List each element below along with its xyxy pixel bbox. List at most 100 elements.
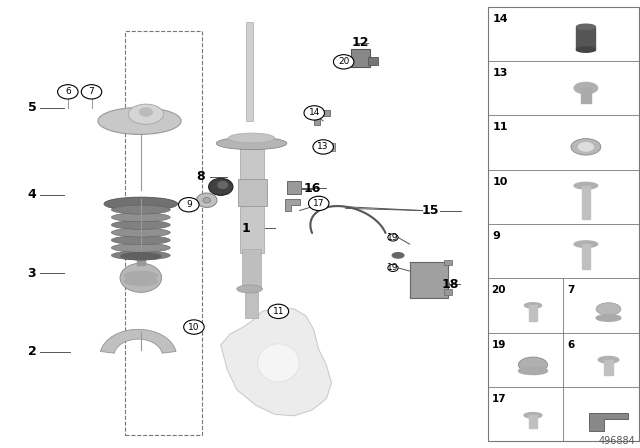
Bar: [240, 141, 264, 253]
Ellipse shape: [524, 413, 542, 418]
Text: 20: 20: [338, 57, 349, 66]
Ellipse shape: [392, 253, 404, 258]
Bar: [529, 415, 537, 428]
Text: 1: 1: [242, 222, 251, 235]
Text: 7: 7: [89, 87, 94, 96]
Text: 11: 11: [493, 122, 508, 132]
Bar: [321, 143, 335, 151]
Text: 6: 6: [65, 87, 70, 96]
Text: 14: 14: [493, 14, 508, 24]
Bar: [488, 7, 639, 441]
Ellipse shape: [129, 104, 164, 124]
Bar: [238, 179, 267, 206]
Circle shape: [313, 140, 333, 154]
Bar: [246, 22, 253, 121]
Text: 3: 3: [28, 267, 36, 280]
Ellipse shape: [388, 234, 398, 241]
Bar: [604, 360, 612, 375]
Ellipse shape: [237, 285, 262, 293]
Circle shape: [58, 85, 78, 99]
Bar: [242, 249, 261, 287]
Text: 13: 13: [493, 68, 508, 78]
Ellipse shape: [196, 193, 217, 207]
Text: 9: 9: [186, 200, 191, 209]
Wedge shape: [100, 329, 176, 353]
Ellipse shape: [121, 253, 161, 260]
Text: 2: 2: [28, 345, 36, 358]
Bar: [582, 244, 590, 269]
Ellipse shape: [228, 133, 275, 143]
Ellipse shape: [524, 303, 541, 308]
Text: 20: 20: [492, 285, 506, 295]
Bar: [410, 262, 448, 298]
Circle shape: [308, 196, 329, 211]
Ellipse shape: [111, 236, 170, 245]
Polygon shape: [285, 199, 300, 211]
Bar: [351, 49, 370, 67]
Bar: [137, 254, 145, 265]
Ellipse shape: [574, 241, 598, 247]
Circle shape: [81, 85, 102, 99]
Circle shape: [333, 55, 354, 69]
Bar: [287, 181, 301, 194]
Ellipse shape: [257, 344, 300, 382]
Polygon shape: [314, 110, 330, 125]
Text: 12: 12: [351, 36, 369, 49]
Polygon shape: [221, 307, 332, 416]
Circle shape: [184, 320, 204, 334]
Ellipse shape: [218, 182, 228, 189]
Bar: [444, 289, 452, 295]
Ellipse shape: [518, 357, 547, 373]
Circle shape: [268, 304, 289, 319]
Text: 9: 9: [493, 231, 500, 241]
Ellipse shape: [574, 82, 598, 94]
Text: 6: 6: [567, 340, 574, 349]
Circle shape: [179, 198, 199, 212]
Circle shape: [304, 106, 324, 120]
Ellipse shape: [571, 138, 601, 155]
Ellipse shape: [209, 178, 233, 195]
Polygon shape: [589, 413, 628, 431]
Bar: [444, 260, 452, 265]
Ellipse shape: [518, 367, 547, 375]
Text: 17: 17: [313, 199, 324, 208]
Text: 19: 19: [387, 263, 399, 272]
Text: 496884: 496884: [598, 436, 635, 446]
Ellipse shape: [111, 243, 170, 252]
Text: 19: 19: [387, 233, 399, 242]
Bar: [245, 287, 258, 318]
Ellipse shape: [577, 47, 595, 52]
Ellipse shape: [598, 357, 619, 363]
Text: 10: 10: [493, 177, 508, 187]
Text: 14: 14: [308, 108, 320, 117]
Ellipse shape: [216, 137, 287, 150]
Bar: [582, 185, 589, 219]
Text: 4: 4: [28, 188, 36, 202]
Ellipse shape: [111, 205, 170, 214]
Ellipse shape: [111, 251, 170, 260]
Ellipse shape: [579, 142, 593, 151]
Text: 11: 11: [273, 307, 284, 316]
Text: 8: 8: [196, 170, 205, 184]
Bar: [580, 88, 591, 103]
Text: 16: 16: [303, 181, 321, 195]
Ellipse shape: [596, 303, 621, 315]
Ellipse shape: [120, 263, 162, 292]
Bar: [529, 306, 537, 321]
Ellipse shape: [124, 277, 157, 285]
Ellipse shape: [124, 271, 157, 280]
Text: 18: 18: [441, 278, 459, 291]
Ellipse shape: [98, 108, 181, 134]
Text: 19: 19: [492, 340, 506, 349]
Ellipse shape: [574, 182, 598, 189]
Text: 17: 17: [492, 394, 506, 404]
Ellipse shape: [111, 220, 170, 229]
Ellipse shape: [104, 197, 178, 211]
Text: 7: 7: [567, 285, 575, 295]
Ellipse shape: [111, 213, 170, 222]
Text: 5: 5: [28, 101, 36, 114]
Ellipse shape: [388, 264, 398, 271]
Bar: [368, 57, 378, 65]
Text: 13: 13: [317, 142, 329, 151]
Text: 15: 15: [421, 204, 439, 217]
